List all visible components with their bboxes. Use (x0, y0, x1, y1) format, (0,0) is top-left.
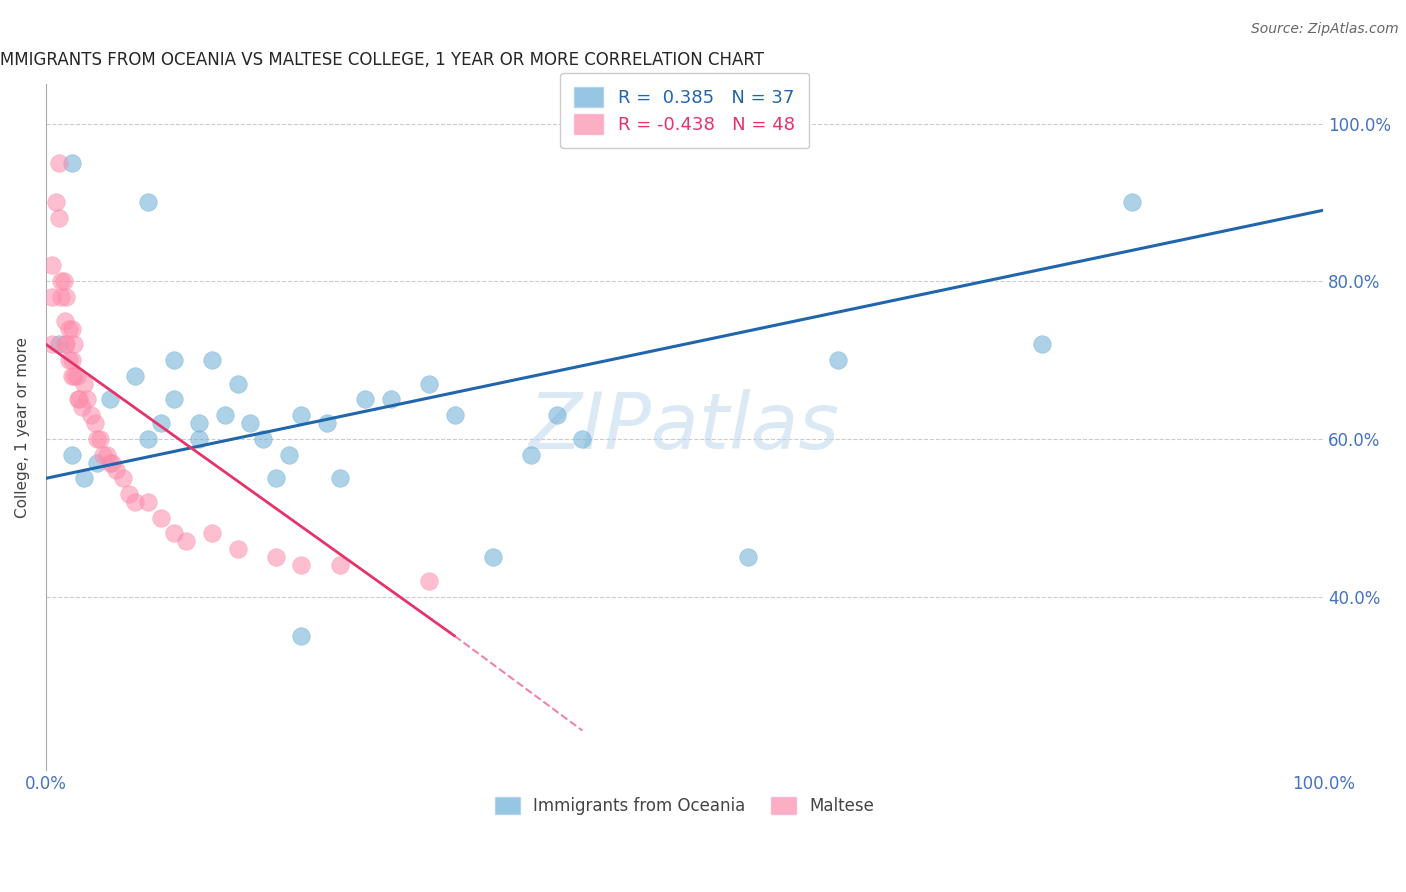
Point (277, 448, 299, 462)
Point (53, 337, 76, 351)
Point (226, 542, 249, 557)
Point (48, 337, 70, 351)
Point (252, 432, 274, 446)
Point (571, 432, 593, 446)
Point (60, 368, 83, 383)
Legend: Immigrants from Oceania, Maltese: Immigrants from Oceania, Maltese (486, 789, 883, 823)
Point (51, 274, 73, 288)
Point (96, 448, 118, 462)
Point (101, 456, 124, 470)
Point (55, 337, 77, 351)
Point (60, 321, 83, 335)
Point (136, 495, 159, 509)
Point (79, 409, 101, 423)
Point (63, 368, 86, 383)
Point (118, 487, 141, 501)
Point (290, 409, 312, 423)
Point (73, 376, 96, 391)
Point (86, 456, 108, 470)
Text: ZIPatlas: ZIPatlas (529, 389, 839, 465)
Point (546, 409, 568, 423)
Point (827, 353, 849, 368)
Point (98, 456, 121, 470)
Point (316, 416, 339, 430)
Point (55, 290, 77, 304)
Point (73, 471, 96, 485)
Point (136, 432, 159, 446)
Point (41, 259, 63, 273)
Point (66, 392, 89, 407)
Point (60, 353, 83, 368)
Point (70, 401, 93, 415)
Point (188, 432, 211, 446)
Point (239, 416, 262, 430)
Point (53, 313, 76, 327)
Point (443, 409, 465, 423)
Point (65, 368, 87, 383)
Point (329, 558, 352, 572)
Point (264, 550, 287, 565)
Point (105, 463, 128, 477)
Point (354, 392, 377, 407)
Point (98, 392, 121, 407)
Point (482, 550, 505, 565)
Point (201, 526, 224, 541)
Point (418, 574, 440, 588)
Point (1121, 195, 1143, 210)
Point (48, 211, 70, 226)
Point (1031, 337, 1053, 351)
Point (86, 432, 108, 446)
Point (264, 471, 287, 485)
Point (124, 495, 146, 509)
Point (329, 471, 352, 485)
Point (188, 416, 211, 430)
Point (124, 368, 146, 383)
Point (41, 290, 63, 304)
Point (45, 195, 67, 210)
Point (52, 274, 75, 288)
Y-axis label: College, 1 year or more: College, 1 year or more (15, 336, 30, 517)
Point (226, 376, 249, 391)
Point (163, 353, 186, 368)
Point (41, 337, 63, 351)
Point (163, 392, 186, 407)
Point (60, 156, 83, 170)
Point (737, 550, 759, 565)
Point (149, 510, 172, 524)
Point (58, 353, 80, 368)
Point (520, 448, 543, 462)
Point (60, 448, 83, 462)
Point (214, 409, 236, 423)
Point (51, 290, 73, 304)
Point (418, 376, 440, 391)
Text: IMMIGRANTS FROM OCEANIA VS MALTESE COLLEGE, 1 YEAR OR MORE CORRELATION CHART: IMMIGRANTS FROM OCEANIA VS MALTESE COLLE… (0, 51, 763, 69)
Point (136, 195, 159, 210)
Point (176, 534, 198, 549)
Point (63, 337, 86, 351)
Point (163, 526, 186, 541)
Text: Source: ZipAtlas.com: Source: ZipAtlas.com (1251, 22, 1399, 37)
Point (83, 416, 105, 430)
Point (76, 392, 98, 407)
Point (89, 432, 111, 446)
Point (201, 353, 224, 368)
Point (48, 156, 70, 170)
Point (58, 321, 80, 335)
Point (290, 629, 312, 643)
Point (149, 416, 172, 430)
Point (290, 558, 312, 572)
Point (111, 471, 134, 485)
Point (67, 392, 90, 407)
Point (93, 448, 115, 462)
Point (380, 392, 402, 407)
